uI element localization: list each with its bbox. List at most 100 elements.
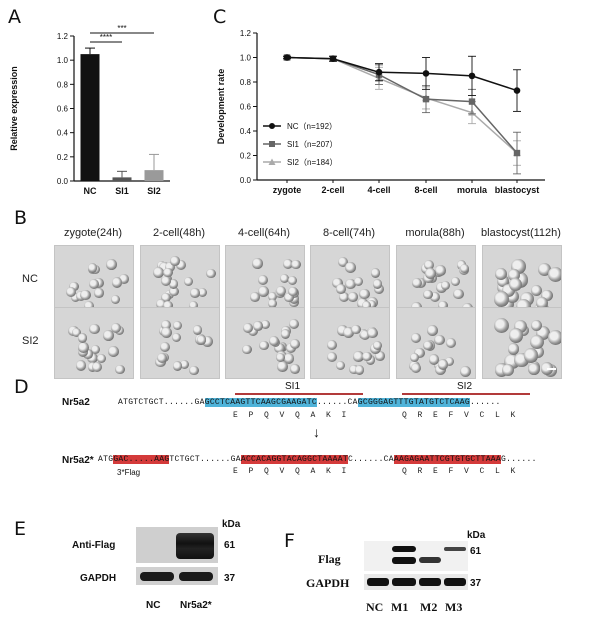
embryo (88, 323, 100, 335)
embryo (548, 330, 561, 346)
amino-acid: I (341, 411, 347, 420)
embryo (156, 299, 166, 310)
micrograph (54, 307, 134, 379)
embryo (531, 285, 543, 297)
blot-e-gapdh-label: GAPDH (80, 573, 117, 584)
amino-acid: E (233, 467, 238, 476)
significance-label: *** (117, 24, 126, 33)
embryo (160, 319, 172, 331)
embryo (172, 320, 182, 330)
embryo (349, 364, 359, 375)
embryo (345, 279, 356, 290)
embryo (80, 289, 91, 301)
y-tick-label: 0.0 (57, 177, 69, 186)
embryo (361, 300, 371, 310)
embryo (110, 294, 120, 304)
embryo (508, 269, 520, 281)
row-label: SI2 (22, 335, 39, 347)
embryo (410, 363, 422, 374)
embryo (370, 268, 381, 278)
micrograph (140, 245, 220, 317)
embryo (168, 279, 179, 289)
data-point (513, 149, 521, 157)
gene-label-nr5a2: Nr5a2 (62, 397, 90, 408)
blot-f-gapdh-band-m1 (392, 578, 416, 586)
blot-f-lane-nc: NC (366, 600, 384, 614)
seq2-suffix: G...... (501, 455, 537, 464)
embryo (438, 300, 448, 311)
si2-label: SI2 (457, 381, 473, 392)
embryo (531, 320, 543, 332)
embryo (435, 265, 446, 276)
micrograph (482, 307, 562, 379)
embryo (112, 277, 123, 288)
blot-e-kda-label: kDa (222, 519, 241, 530)
embryo (493, 291, 509, 307)
si1-label: SI1 (285, 381, 301, 392)
embryo (374, 283, 385, 294)
stage-label: zygote(24h) (63, 227, 123, 239)
embryo (339, 292, 350, 303)
amino-acid: Q (295, 411, 300, 420)
amino-acid: P (248, 467, 254, 476)
embryo (243, 322, 254, 333)
embryo (170, 256, 180, 266)
embryo (279, 273, 290, 284)
amino-acid: R (417, 467, 423, 476)
embryo (335, 361, 345, 370)
embryo (247, 325, 259, 337)
blot-e-flag-band (176, 533, 214, 559)
embryo (429, 291, 440, 302)
embryo (281, 329, 291, 339)
seq1-suffix: ...... (469, 398, 501, 407)
y-tick-label: 0.2 (57, 153, 69, 162)
embryo (332, 277, 344, 289)
blot-f-band-m1-upper (392, 546, 416, 552)
amino-acid: Q (295, 467, 300, 476)
blot-e-mw-61: 61 (224, 540, 236, 551)
embryo (288, 275, 298, 285)
amino-acid: Q (402, 467, 407, 476)
embryo (425, 268, 437, 279)
embryo (103, 330, 114, 341)
embryo (71, 327, 82, 338)
embryo (171, 332, 182, 342)
embryo (252, 257, 263, 269)
blot-f-gapdh-band-m3 (444, 578, 466, 586)
panel-letter-f: F (284, 530, 295, 552)
legend-marker (269, 141, 275, 147)
x-tick-label: SI1 (115, 186, 129, 196)
data-point (468, 72, 476, 80)
micrograph (396, 307, 476, 379)
panel-letter-d: D (14, 376, 29, 398)
embryo (288, 287, 298, 297)
embryo (288, 318, 300, 330)
blot-f-lane-m1: M1 (391, 600, 409, 614)
amino-acid: R (417, 411, 423, 420)
gene-label-nr5a2-star: Nr5a2* (62, 455, 94, 466)
embryo (70, 292, 81, 303)
series-line (286, 56, 518, 92)
x-tick-label: 8-cell (414, 185, 437, 195)
legend-label: SI1（n=207） (287, 140, 337, 149)
embryo (83, 300, 95, 312)
embryo (528, 363, 540, 375)
embryo (160, 341, 171, 352)
flag-label: 3*Flag (117, 468, 141, 477)
amino-acid: E (433, 411, 438, 420)
amino-acid: E (433, 467, 438, 476)
embryo (258, 285, 269, 297)
embryo (259, 341, 269, 351)
embryo (190, 288, 201, 299)
embryo (114, 364, 125, 375)
embryo (196, 335, 207, 345)
embryo (94, 288, 104, 298)
embryo (411, 277, 423, 288)
blot-e-gapdh-band-2 (179, 572, 213, 581)
embryo (277, 361, 288, 372)
embryo (78, 342, 90, 353)
data-point (422, 95, 430, 103)
scale-bar (547, 368, 556, 370)
embryo (161, 326, 173, 338)
embryo (119, 273, 129, 284)
